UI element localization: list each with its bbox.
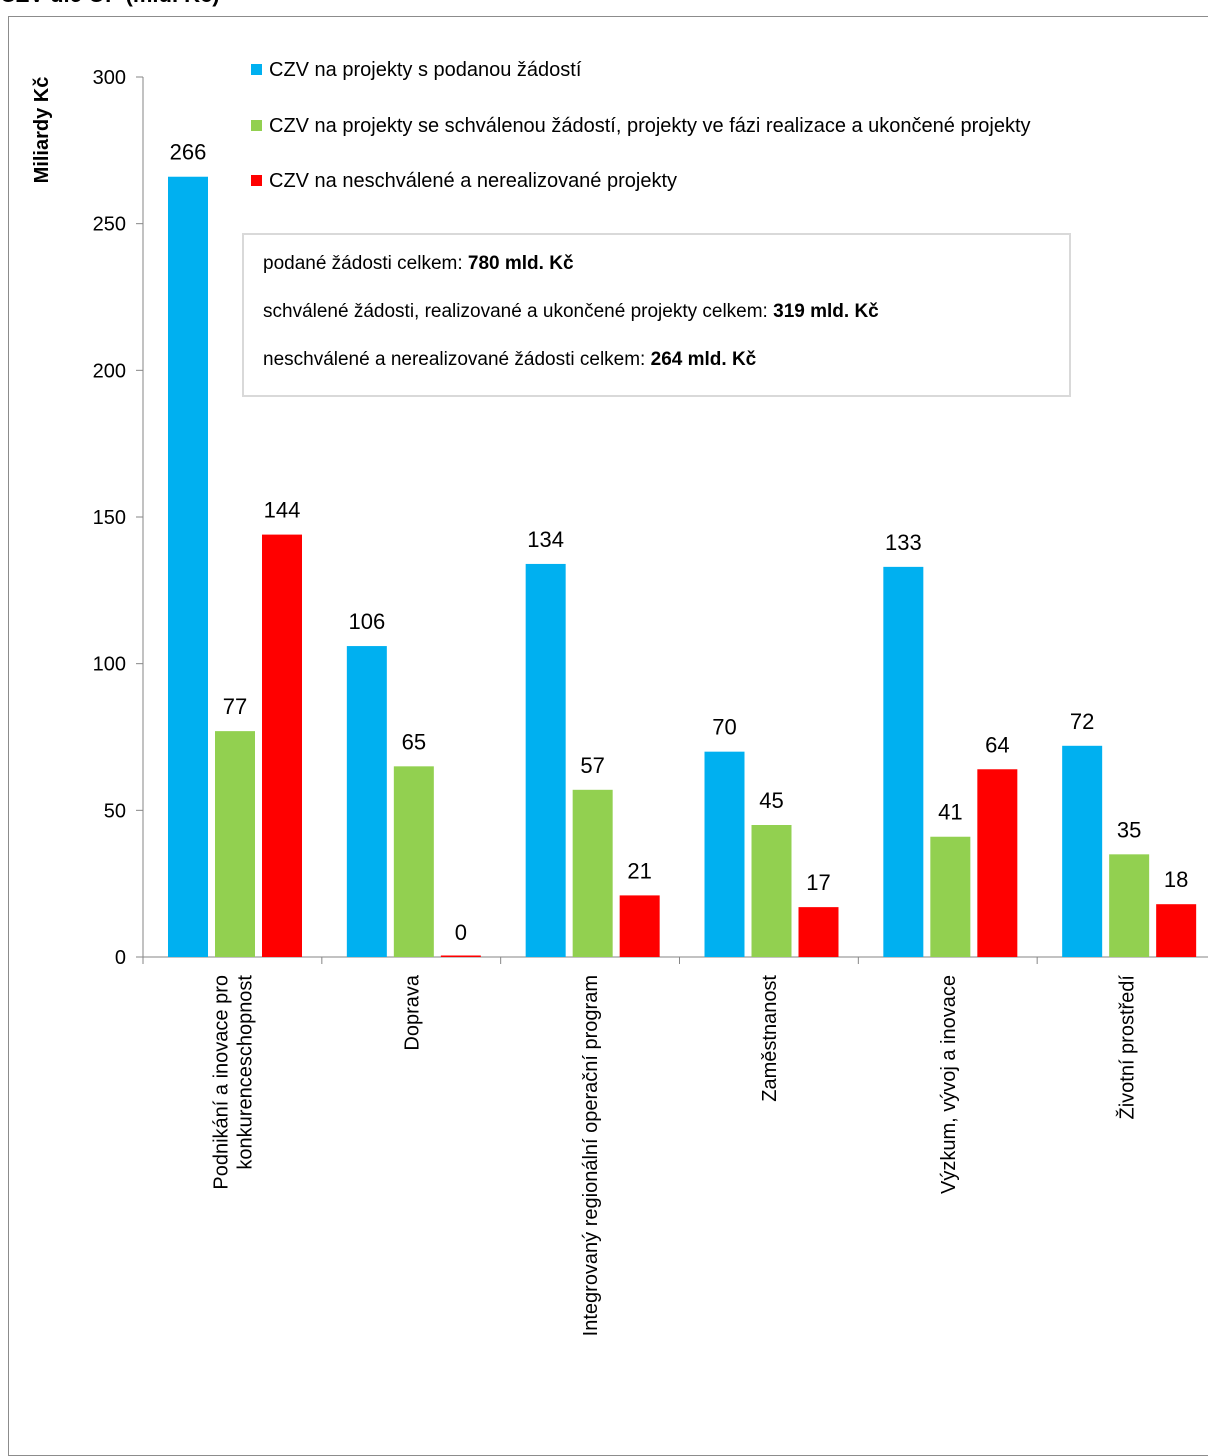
summary-line-rejected-text: neschválené a nerealizované žádosti celk… (263, 349, 651, 370)
data-label: 35 (1117, 817, 1141, 842)
data-label: 65 (402, 729, 426, 754)
bar (525, 563, 566, 957)
y-tick-label: 250 (93, 214, 126, 236)
x-category-label: Integrovaný regionální operační program (580, 975, 602, 1336)
legend-label: CZV na projekty s podanou žádostí (269, 59, 582, 81)
data-label: 134 (527, 527, 564, 552)
data-label: 18 (1164, 867, 1188, 892)
data-label: 70 (712, 715, 736, 740)
legend-label: CZV na projekty se schválenou žádostí, p… (269, 115, 1031, 137)
bar (1062, 745, 1103, 957)
bar (572, 789, 613, 957)
y-tick-label: 0 (115, 947, 126, 969)
summary-line-approved: schválené žádosti, realizované a ukončen… (263, 301, 879, 323)
x-category-label: Podnikání a inovace pro (210, 975, 232, 1190)
bar (619, 895, 660, 957)
data-label: 17 (806, 870, 830, 895)
summary-line-submitted-text: podané žádosti celkem: (263, 253, 468, 274)
y-axis-title: Miliardy Kč (31, 77, 53, 184)
data-label: 64 (985, 732, 1009, 757)
summary-line-rejected: neschválené a nerealizované žádosti celk… (263, 349, 756, 371)
data-label: 45 (759, 788, 783, 813)
y-tick-label: 50 (104, 800, 126, 822)
data-label: 266 (170, 140, 207, 165)
bar (440, 955, 481, 957)
data-label: 72 (1070, 709, 1094, 734)
bar (977, 769, 1018, 957)
bar (393, 766, 434, 957)
summary-line-submitted-value: 780 mld. Kč (467, 253, 574, 274)
data-label: 144 (264, 498, 301, 523)
data-label: 133 (885, 530, 922, 555)
bar (1109, 854, 1150, 957)
legend-swatch (251, 64, 262, 75)
summary-line-submitted: podané žádosti celkem: 780 mld. Kč (263, 253, 574, 275)
bar (883, 566, 924, 957)
y-tick-label: 100 (93, 654, 126, 676)
data-label: 77 (223, 694, 247, 719)
x-category-label: konkurenceschopnost (234, 975, 256, 1170)
data-label: 41 (938, 800, 962, 825)
legend-label: CZV na neschválené a nerealizované proje… (269, 170, 677, 192)
x-category-label: Zaměstnanost (759, 975, 781, 1102)
page-title: CZV dle OP (mld. Kč) (0, 0, 220, 8)
summary-line-approved-text: schválené žádosti, realizované a ukončen… (263, 301, 774, 322)
summary-line-approved-value: 319 mld. Kč (773, 301, 879, 322)
bar (346, 646, 387, 957)
bar (168, 176, 208, 957)
bar (262, 534, 302, 957)
x-category-label: Životní prostředí (1116, 975, 1139, 1120)
data-label: 57 (580, 753, 604, 778)
summary-box: podané žádosti celkem: 780 mld. Kč schvá… (242, 233, 1071, 397)
x-category-label: Výzkum, vývoj a inovace (938, 975, 960, 1194)
data-label: 0 (455, 920, 467, 945)
bar (930, 836, 971, 957)
bar (1156, 904, 1197, 957)
bar (704, 751, 745, 957)
y-tick-label: 300 (93, 67, 126, 89)
y-tick-label: 200 (93, 360, 126, 382)
summary-line-rejected-value: 264 mld. Kč (650, 349, 757, 370)
legend-swatch (251, 175, 262, 186)
y-tick-label: 150 (93, 507, 126, 529)
data-label: 21 (627, 858, 651, 883)
bar (798, 907, 839, 957)
bar (751, 825, 792, 957)
data-label: 106 (348, 609, 385, 634)
x-category-label: Doprava (401, 974, 423, 1050)
bar (215, 731, 255, 957)
legend-swatch (251, 120, 262, 131)
